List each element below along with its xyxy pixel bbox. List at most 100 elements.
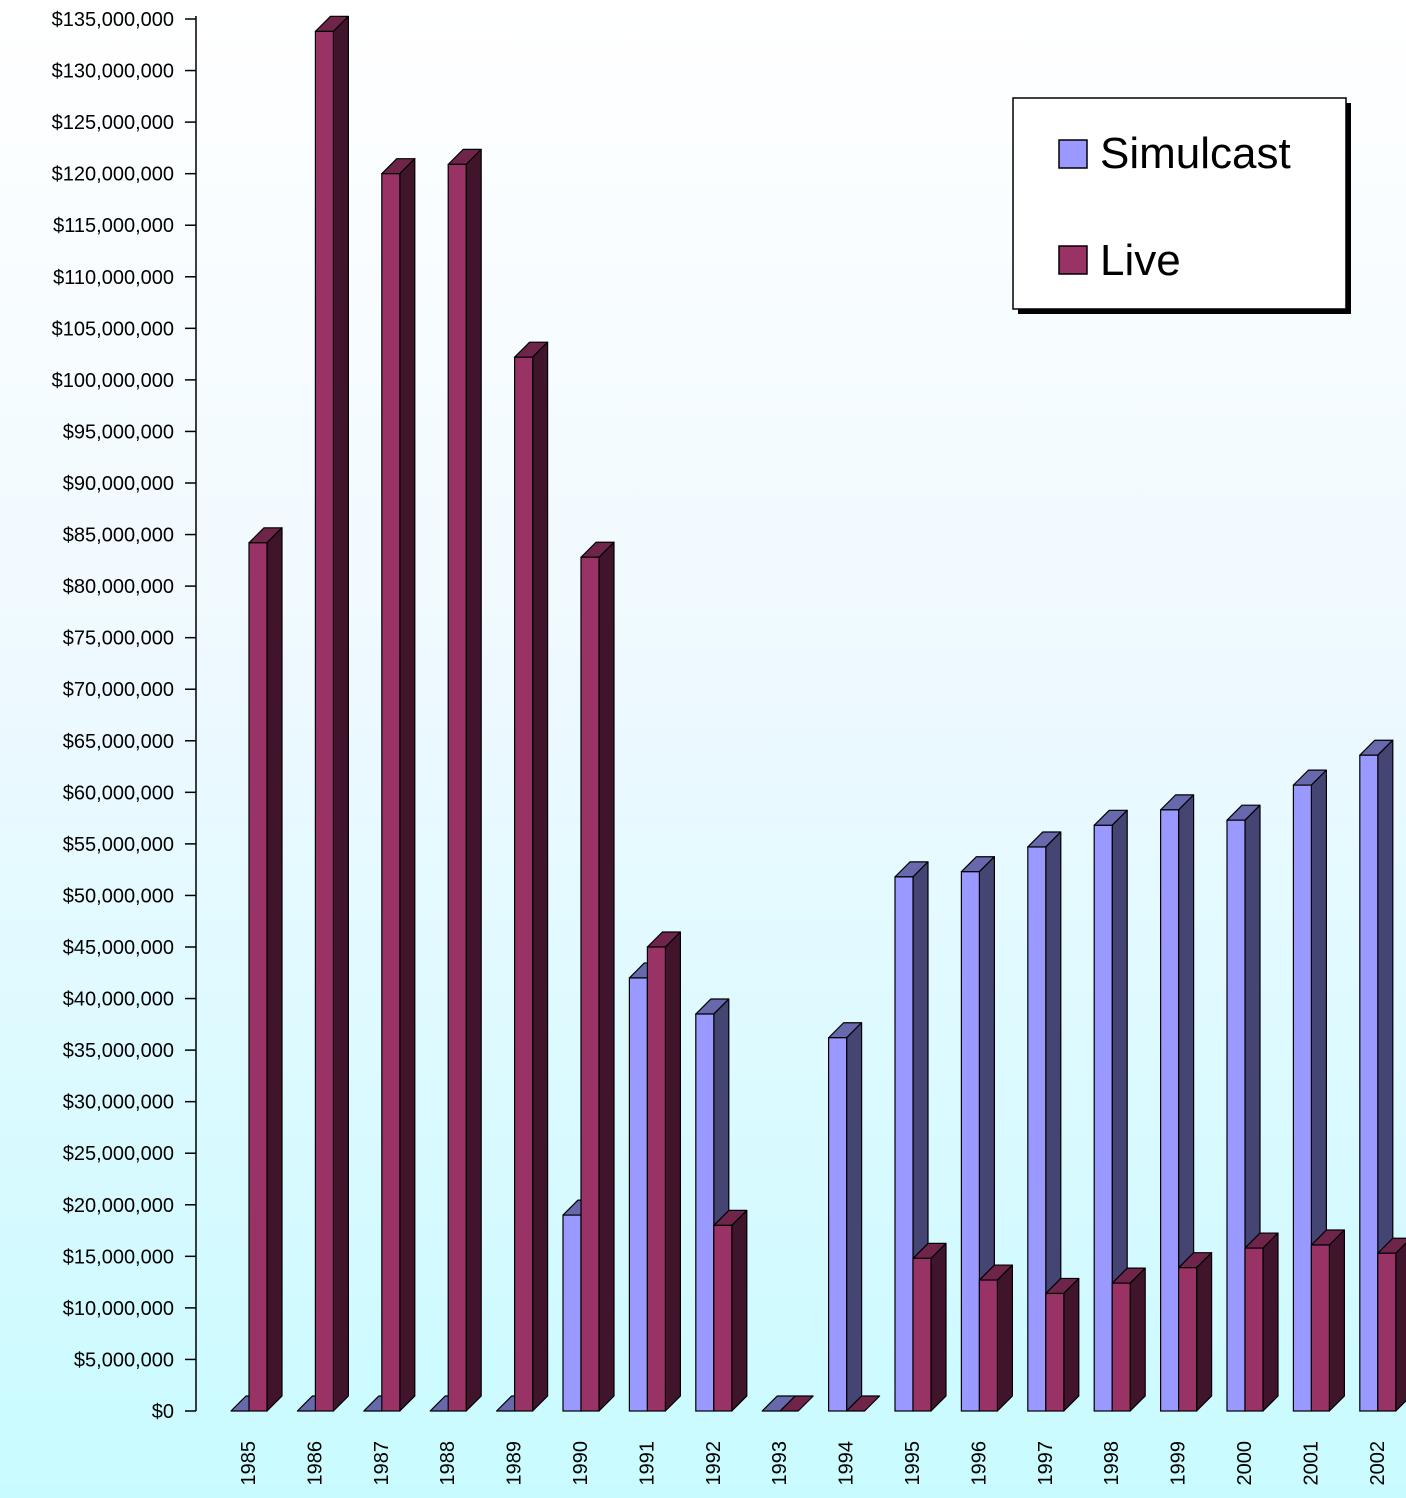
- y-tick-label: $90,000,000: [63, 473, 174, 495]
- legend-label-live: Live: [1100, 236, 1181, 285]
- x-tick-label: 1986: [304, 1441, 326, 1486]
- bar-side-face: [399, 158, 416, 1412]
- bar-live-1988: [447, 148, 482, 1412]
- x-tick-label: 1999: [1168, 1441, 1190, 1486]
- bar-front-face: [978, 1279, 999, 1412]
- y-tick-label: $110,000,000: [53, 267, 174, 289]
- x-tick-label: 1989: [504, 1441, 526, 1486]
- x-tick-label: 1985: [238, 1441, 260, 1486]
- bar-front-face: [1292, 784, 1313, 1412]
- bar-live-1986: [314, 15, 349, 1412]
- y-tick-label: $20,000,000: [63, 1195, 174, 1217]
- y-tick-label: $15,000,000: [63, 1246, 174, 1268]
- y-tick-label: $25,000,000: [63, 1143, 174, 1165]
- bar-side-face: [845, 1022, 863, 1412]
- y-tick-label: $5,000,000: [74, 1349, 174, 1371]
- y-tick-label: $85,000,000: [63, 525, 174, 547]
- y-tick-label: $45,000,000: [63, 937, 174, 959]
- x-tick-label: 2001: [1300, 1441, 1322, 1486]
- bar-front-face: [314, 30, 334, 1412]
- bar-front-face: [912, 1257, 932, 1412]
- y-tick-label: $80,000,000: [63, 576, 174, 598]
- bar-side-face: [996, 1264, 1014, 1412]
- bar-front-face: [695, 1013, 715, 1412]
- bar-front-face: [713, 1224, 733, 1412]
- bar-front-face: [1244, 1247, 1264, 1412]
- y-tick-label: $55,000,000: [63, 834, 174, 856]
- bar-front-face: [1045, 1292, 1065, 1412]
- bar-front-face: [827, 1037, 848, 1412]
- bar-side-face: [1063, 1277, 1080, 1412]
- bar-front-face: [381, 173, 401, 1412]
- bar-front-face: [248, 542, 268, 1412]
- bar-side-face: [1195, 1252, 1213, 1412]
- bar-side-face: [1395, 1242, 1406, 1412]
- bar-side-face: [266, 527, 283, 1412]
- bar-front-face: [1111, 1282, 1131, 1412]
- bar-live-1997: [1045, 1277, 1080, 1412]
- y-tick-label: $30,000,000: [63, 1092, 174, 1114]
- bar-live-1989: [513, 341, 549, 1412]
- bar-side-face: [465, 148, 482, 1412]
- bar-live-1996: [978, 1264, 1014, 1412]
- bar-front-face: [513, 356, 534, 1412]
- bar-simulcast-1997: [1027, 831, 1062, 1412]
- bar-side-face: [332, 15, 349, 1412]
- bar-live-1985: [248, 527, 283, 1412]
- bar-front-face: [1359, 754, 1379, 1412]
- bar-front-face: [960, 871, 981, 1412]
- bar-side-face: [1129, 1267, 1146, 1412]
- legend-swatch-live: [1058, 245, 1088, 275]
- y-tick-label: $0: [152, 1401, 174, 1423]
- legend: Simulcast Live: [1012, 97, 1351, 314]
- bar-live-1991: [646, 931, 682, 1412]
- legend-swatch-simulcast: [1058, 139, 1088, 169]
- y-tick-label: $95,000,000: [63, 421, 174, 443]
- bar-side-face: [664, 931, 682, 1412]
- legend-label-simulcast: Simulcast: [1100, 129, 1291, 178]
- y-tick-label: $40,000,000: [63, 989, 174, 1011]
- bar-top-face: [845, 1395, 881, 1412]
- x-tick-label: 1993: [769, 1441, 791, 1486]
- x-tick-label: 1997: [1035, 1441, 1057, 1486]
- x-tick-label: 1998: [1101, 1441, 1123, 1486]
- bar-side-face: [531, 341, 549, 1412]
- bar-front-face: [894, 876, 914, 1412]
- bar-front-face: [562, 1214, 582, 1412]
- bar-side-face: [930, 1242, 947, 1412]
- y-tick-label: $100,000,000: [52, 370, 174, 392]
- bar-front-face: [1159, 809, 1180, 1412]
- x-tick-label: 2002: [1367, 1441, 1389, 1486]
- y-tick-label: $120,000,000: [52, 164, 174, 186]
- bar-live-1987: [381, 158, 416, 1412]
- bar-live-1993: [779, 1395, 814, 1412]
- bar-side-face: [1262, 1232, 1279, 1412]
- y-tick-label: $130,000,000: [52, 61, 174, 83]
- bar-front-face: [1093, 824, 1113, 1412]
- bar-front-face: [1027, 846, 1047, 1412]
- y-tick-label: $115,000,000: [53, 215, 174, 237]
- x-tick-label: 1992: [703, 1441, 725, 1486]
- x-tick-label: 1995: [902, 1441, 924, 1486]
- bar-live-1995: [912, 1242, 947, 1412]
- bar-front-face: [1177, 1267, 1198, 1412]
- bar-top-face: [779, 1395, 814, 1412]
- bar-simulcast-1998: [1093, 809, 1128, 1412]
- bar-side-face: [731, 1209, 748, 1412]
- x-tick-label: 1996: [968, 1441, 990, 1486]
- bar-front-face: [628, 977, 649, 1412]
- x-axis-labels: 1985 1986 1987 1988 1989 1990 1991 1992 1993 1994…: [238, 1441, 1389, 1486]
- bars: [230, 15, 1406, 1412]
- bar-front-face: [580, 556, 600, 1412]
- y-tick-label: $35,000,000: [63, 1040, 174, 1062]
- bar-live-1994: [845, 1395, 881, 1412]
- y-axis: $0 $5,000,000 $10,000,000 $15,000,000 $20,00…: [52, 9, 197, 1423]
- y-tick-label: $105,000,000: [52, 318, 174, 340]
- y-tick-label: $60,000,000: [63, 782, 174, 804]
- y-tick-label: $135,000,000: [52, 9, 174, 31]
- bar-live-1999: [1177, 1252, 1213, 1412]
- bar-front-face: [646, 946, 667, 1412]
- x-tick-label: 1988: [437, 1441, 459, 1486]
- y-tick-label: $70,000,000: [63, 679, 174, 701]
